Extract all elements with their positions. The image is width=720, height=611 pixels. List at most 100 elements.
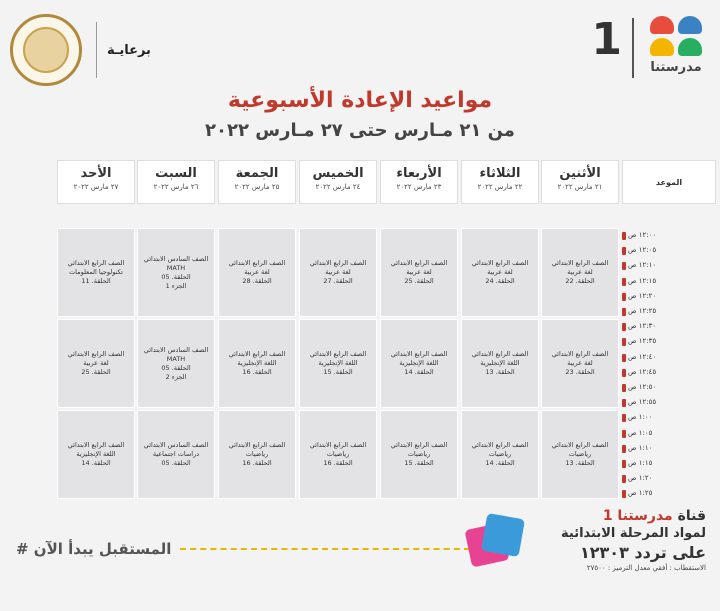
day-name: الجمعة <box>235 166 279 181</box>
schedule-cell: الصف الرابع الابتدائي اللغة الإنجليزية الح… <box>380 319 458 408</box>
sponsor-block: برعايـة <box>10 14 151 86</box>
cell-line: الحلقة. 15 <box>404 459 434 467</box>
cell-line: الحلقة. 25 <box>81 368 111 376</box>
cell-line: الحلقة. 13 <box>565 459 595 467</box>
cell-line: الصف الرابع الابتدائي <box>67 350 125 358</box>
cell-line: رياضيات <box>407 450 431 458</box>
logo-shape-green <box>678 38 702 56</box>
brand-number: 1 <box>591 14 622 65</box>
schedule-cell: الصف الرابع الابتدائي لغة عربية الحلقة. 25 <box>380 228 458 317</box>
schedule-cell: الصف الرابع الابتدائي لغة عربية الحلقة. 22 <box>541 228 619 317</box>
cell-line: الحلقة. 25 <box>404 277 434 285</box>
day-header: الجمعة ٢٥ مارس ٢٠٢٢ <box>218 160 296 204</box>
channel-technical: الاستقطاب : أفقي معدل الترميز : ٢٧٥٠٠ <box>586 564 706 572</box>
cell-line: الحلقة. 28 <box>242 277 272 285</box>
brand-divider <box>632 18 634 78</box>
cell-line: الصف الرابع الابتدائي <box>551 259 609 267</box>
day-header: السبت ٢٦ مارس ٢٠٢٢ <box>137 160 215 204</box>
channel-info: قناة مدرستنا 1 لمواد المرحلة الابتدائية … <box>536 508 706 572</box>
day-header: الأربعاء ٢٣ مارس ٢٠٢٢ <box>380 160 458 204</box>
satellite-dish-icon <box>465 513 525 567</box>
channel-frequency: على تردد ١٢٣٠٣ <box>580 543 706 562</box>
cell-line: الصف الرابع الابتدائي <box>551 350 609 358</box>
cell-line: الحلقة. 05 <box>161 459 191 467</box>
time-slot: ١:٠٥ ص <box>622 426 716 441</box>
ministry-seal-icon <box>10 14 82 86</box>
cell-line: الحلقة. 15 <box>323 368 353 376</box>
cell-line: اللغة الإنجليزية <box>237 359 277 367</box>
day-name: الأحد <box>80 166 112 181</box>
logo-shape-blue <box>678 16 702 34</box>
time-slot: ١:١٥ ص <box>622 456 716 471</box>
schedule-cell: الصف الرابع الابتدائي اللغة الإنجليزية الح… <box>461 319 539 408</box>
time-slot: ١٢:٠٥ ص <box>622 243 716 258</box>
day-name: الخميس <box>312 166 364 181</box>
time-slot: ١:٢٥ ص <box>622 486 716 501</box>
time-slot: ١٢:٤٥ ص <box>622 365 716 380</box>
schedule-cell: الصف الرابع الابتدائي اللغة الإنجليزية الح… <box>299 319 377 408</box>
cell-line: رياضيات <box>245 450 269 458</box>
schedule-cell: الصف الرابع الابتدائي اللغة الإنجليزية الح… <box>218 319 296 408</box>
cell-line: الصف الرابع الابتدائي <box>67 259 125 267</box>
cell-line: الصف السادس الابتدائي <box>143 441 209 449</box>
cell-line: اللغة الإنجليزية <box>399 359 439 367</box>
cell-line: الحلقة. 16 <box>242 368 272 376</box>
channel-line-2: لمواد المرحلة الابتدائية <box>561 526 706 541</box>
cell-line: الصف الرابع الابتدائي <box>471 441 529 449</box>
logo-shape-red <box>650 16 674 34</box>
cell-line: الصف السادس الابتدائي <box>143 254 209 263</box>
cell-line: لغة عربية <box>406 268 432 276</box>
brand-logo: 1 مدرستنا <box>591 16 706 78</box>
time-slot: ١٢:٥٥ ص <box>622 395 716 410</box>
day-header: الأحد ٢٧ مارس ٢٠٢٢ <box>57 160 135 204</box>
cell-line: الحلقة. 27 <box>323 277 353 285</box>
cell-line: الجزء 1 <box>165 281 187 290</box>
schedule-cell: الصف الرابع الابتدائي لغة عربية الحلقة. 24 <box>461 228 539 317</box>
cell-line: الحلقة. 22 <box>565 277 595 285</box>
cell-line: الصف الرابع الابتدائي <box>67 441 125 449</box>
day-date: ٢١ مارس ٢٠٢٢ <box>557 183 603 191</box>
cell-line: لغة عربية <box>487 268 513 276</box>
time-slot: ١٢:٢٠ ص <box>622 289 716 304</box>
slogan: # المستقبل يبدأ الآن <box>16 540 172 558</box>
cell-line: رياضيات <box>568 450 592 458</box>
day-date: ٢٧ مارس ٢٠٢٢ <box>73 183 119 191</box>
cell-line: الحلقة. 05 <box>161 272 191 281</box>
schedule-cell: الصف الرابع الابتدائي رياضيات الحلقة. 15 <box>380 410 458 499</box>
day-date: ٢٢ مارس ٢٠٢٢ <box>477 183 523 191</box>
time-slot: ١٢:٢٥ ص <box>622 304 716 319</box>
cell-line: لغة عربية <box>567 359 593 367</box>
cell-line: الصف الرابع الابتدائي <box>228 259 286 267</box>
schedule-cell: الصف الرابع الابتدائي لغة عربية الحلقة. 23 <box>541 319 619 408</box>
sponsor-divider <box>96 22 97 78</box>
day-header: الخميس ٢٤ مارس ٢٠٢٢ <box>299 160 377 204</box>
cell-line: تكنولوجيا المعلومات <box>69 268 123 276</box>
day-header: الثلاثاء ٢٢ مارس ٢٠٢٢ <box>461 160 539 204</box>
time-column-header: الموعد <box>622 160 716 204</box>
time-slot: ١٢:٣٠ ص <box>622 319 716 334</box>
cell-line: الصف الرابع الابتدائي <box>228 350 286 358</box>
schedule-cell: الصف الرابع الابتدائي اللغة الإنجليزية الح… <box>57 410 135 499</box>
cell-line: لغة عربية <box>244 268 270 276</box>
cell-line: لغة عربية <box>567 268 593 276</box>
cell-line: الصف الرابع الابتدائي <box>551 441 609 449</box>
dashed-divider <box>180 548 470 550</box>
channel-prefix: قناة <box>677 508 706 524</box>
schedule-cell: الصف الرابع الابتدائي رياضيات الحلقة. 16 <box>218 410 296 499</box>
cell-line: الحلقة. 05 <box>161 363 191 372</box>
day-date: ٢٥ مارس ٢٠٢٢ <box>234 183 280 191</box>
cell-line: رياضيات <box>488 450 512 458</box>
cell-line: الحلقة. 14 <box>485 459 515 467</box>
cell-line: اللغة الإنجليزية <box>76 450 116 458</box>
cell-line: الصف الرابع الابتدائي <box>309 350 367 358</box>
schedule-cell: الصف الرابع الابتدائي لغة عربية الحلقة. 28 <box>218 228 296 317</box>
page-subtitle: من ٢١ مـارس حتى ٢٧ مـارس ٢٠٢٢ <box>205 120 515 141</box>
schedule-cell: الصف الرابع الابتدائي رياضيات الحلقة. 16 <box>299 410 377 499</box>
time-slot: ١٢:١٠ ص <box>622 258 716 273</box>
time-slot: ١:١٠ ص <box>622 441 716 456</box>
schedule-cell: الصف السادس الابتدائي MATH الحلقة. 05 الجزء… <box>137 319 215 408</box>
time-slot: ١٢:٣٥ ص <box>622 334 716 349</box>
page-title: مواعيد الإعادة الأسبوعية <box>227 88 493 113</box>
cell-line: MATH <box>166 354 186 363</box>
